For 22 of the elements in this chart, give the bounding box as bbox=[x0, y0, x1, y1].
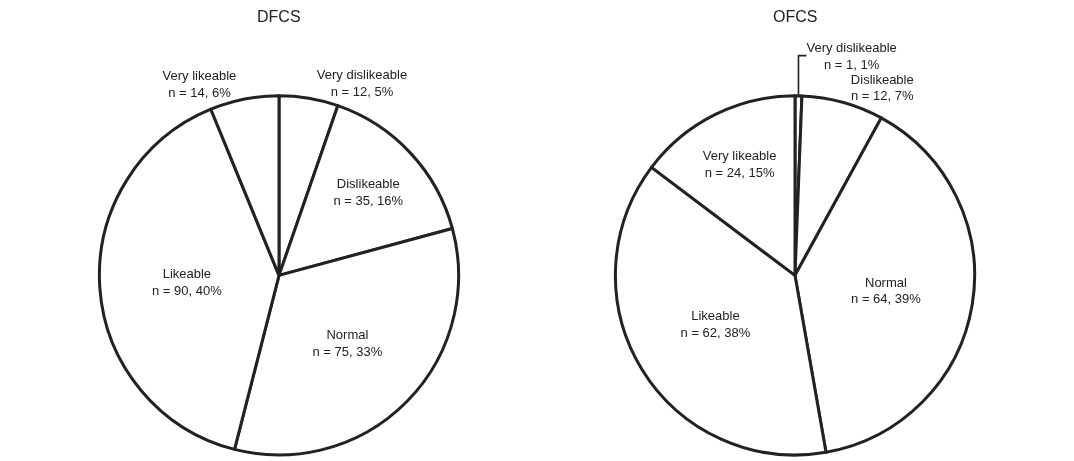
slice-label: Likeable bbox=[162, 265, 212, 281]
slice-label: Very likeable bbox=[702, 148, 777, 164]
data-label: n = 12, 5% bbox=[330, 83, 394, 99]
slice-label: Very likeable bbox=[162, 67, 237, 83]
slice-label: Dislikeable bbox=[850, 71, 914, 87]
data-label: n = 75, 33% bbox=[312, 344, 383, 360]
data-label: n = 64, 39% bbox=[851, 291, 922, 307]
data-label: n = 35, 16% bbox=[333, 192, 404, 208]
data-label: n = 1, 1% bbox=[823, 56, 880, 72]
slice-label: Likeable bbox=[691, 308, 740, 324]
data-label: n = 62, 38% bbox=[680, 324, 751, 340]
data-label: n = 24, 15% bbox=[704, 165, 775, 181]
data-label: n = 12, 7% bbox=[851, 88, 914, 104]
slice-label: Normal bbox=[326, 327, 369, 343]
slice-label: Normal bbox=[864, 274, 907, 290]
slice-label: Very dislikeable bbox=[316, 66, 408, 82]
slice-label: Dislikeable bbox=[336, 175, 400, 191]
slice-label: Very dislikeable bbox=[806, 39, 897, 55]
chart-title: OFCS bbox=[773, 8, 818, 25]
chart-title: DFCS bbox=[257, 8, 301, 25]
data-label: n = 14, 6% bbox=[168, 84, 232, 100]
data-label: n = 90, 40% bbox=[151, 282, 223, 298]
